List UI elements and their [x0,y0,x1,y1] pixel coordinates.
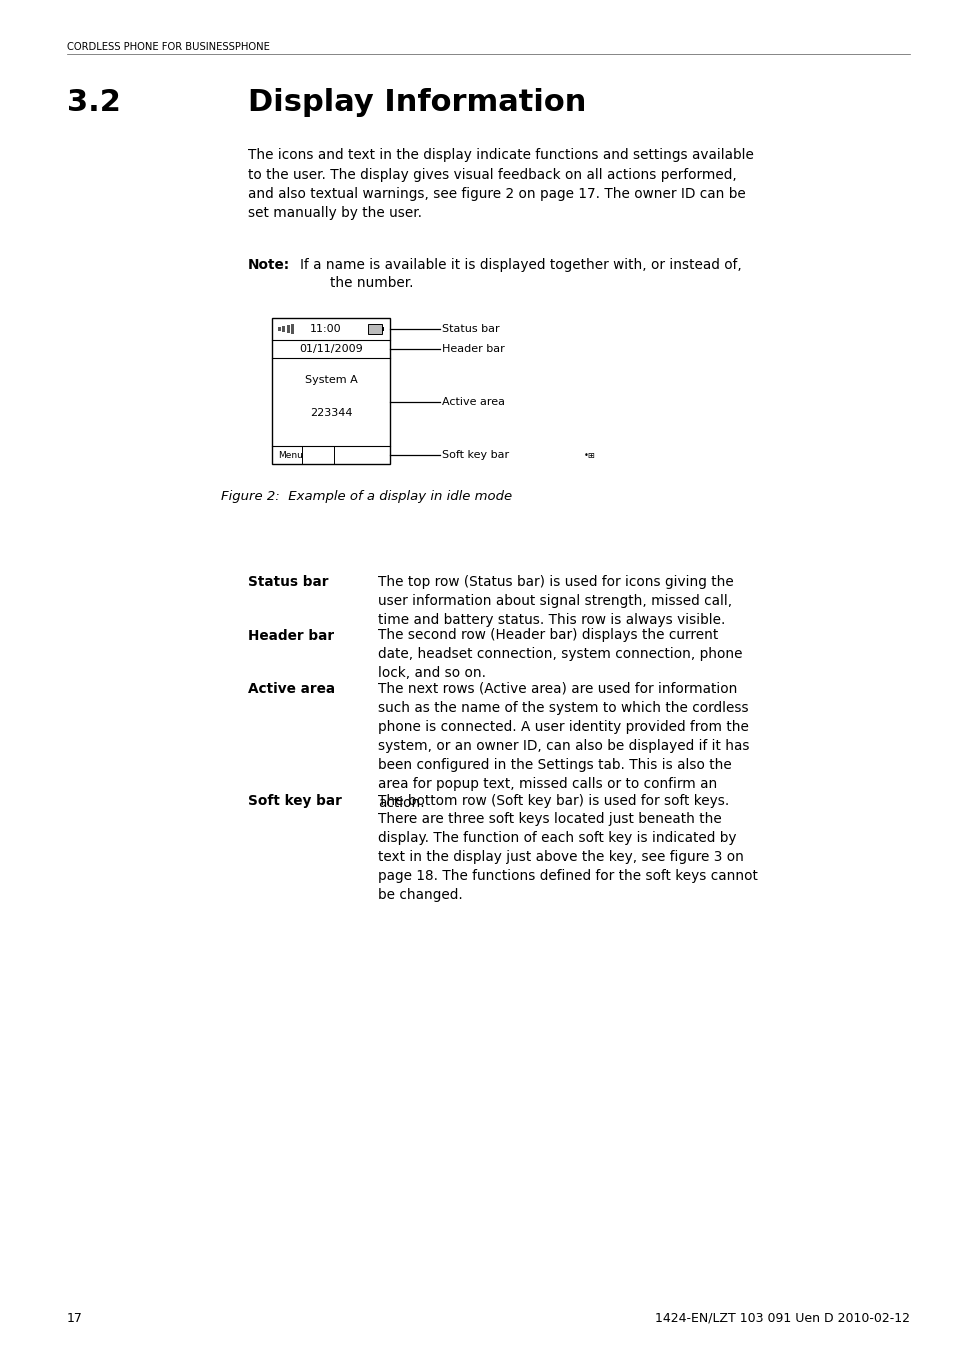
Text: 17: 17 [67,1311,83,1324]
Text: 3.2: 3.2 [67,88,121,117]
Bar [287,325,290,333]
Text: Soft key bar: Soft key bar [441,450,509,460]
Text: The second row (Header bar) displays the current
date, headset connection, syste: The second row (Header bar) displays the… [377,629,741,680]
Text: The icons and text in the display indicate functions and settings available
to t: The icons and text in the display indica… [248,148,753,220]
Text: System A: System A [304,375,357,385]
Text: 1424-EN/LZT 103 091 Uen D 2010-02-12: 1424-EN/LZT 103 091 Uen D 2010-02-12 [655,1311,909,1324]
Bar [368,324,381,333]
Text: the number.: the number. [330,275,413,290]
Text: Soft key bar: Soft key bar [248,794,341,807]
Text: •⊞: •⊞ [583,451,596,459]
Text: Header bar: Header bar [248,629,334,643]
Text: Figure 2:  Example of a display in idle mode: Figure 2: Example of a display in idle m… [221,490,512,504]
Text: 223344: 223344 [310,408,352,418]
Text: 11:00: 11:00 [310,324,341,333]
Bar [277,327,281,331]
Text: Menu: Menu [278,451,303,459]
Text: Header bar: Header bar [441,344,504,354]
Text: CORDLESS PHONE FOR BUSINESSPHONE: CORDLESS PHONE FOR BUSINESSPHONE [67,42,270,53]
Bar [292,324,294,333]
Text: The next rows (Active area) are used for information
such as the name of the sys: The next rows (Active area) are used for… [377,682,749,810]
Bar [282,325,285,332]
Text: Active area: Active area [248,682,335,697]
Text: 01/11/2009: 01/11/2009 [299,344,362,354]
Bar [381,327,384,331]
Bar [272,319,390,464]
Text: Status bar: Status bar [441,324,499,333]
Text: Status bar: Status bar [248,575,328,589]
Text: Active area: Active area [441,397,504,406]
Text: The bottom row (Soft key bar) is used for soft keys.
There are three soft keys l: The bottom row (Soft key bar) is used fo… [377,794,757,902]
Text: If a name is available it is displayed together with, or instead of,: If a name is available it is displayed t… [299,258,741,271]
Text: Display Information: Display Information [248,88,586,117]
Text: The top row (Status bar) is used for icons giving the
user information about sig: The top row (Status bar) is used for ico… [377,575,733,626]
Text: Note:: Note: [248,258,290,271]
